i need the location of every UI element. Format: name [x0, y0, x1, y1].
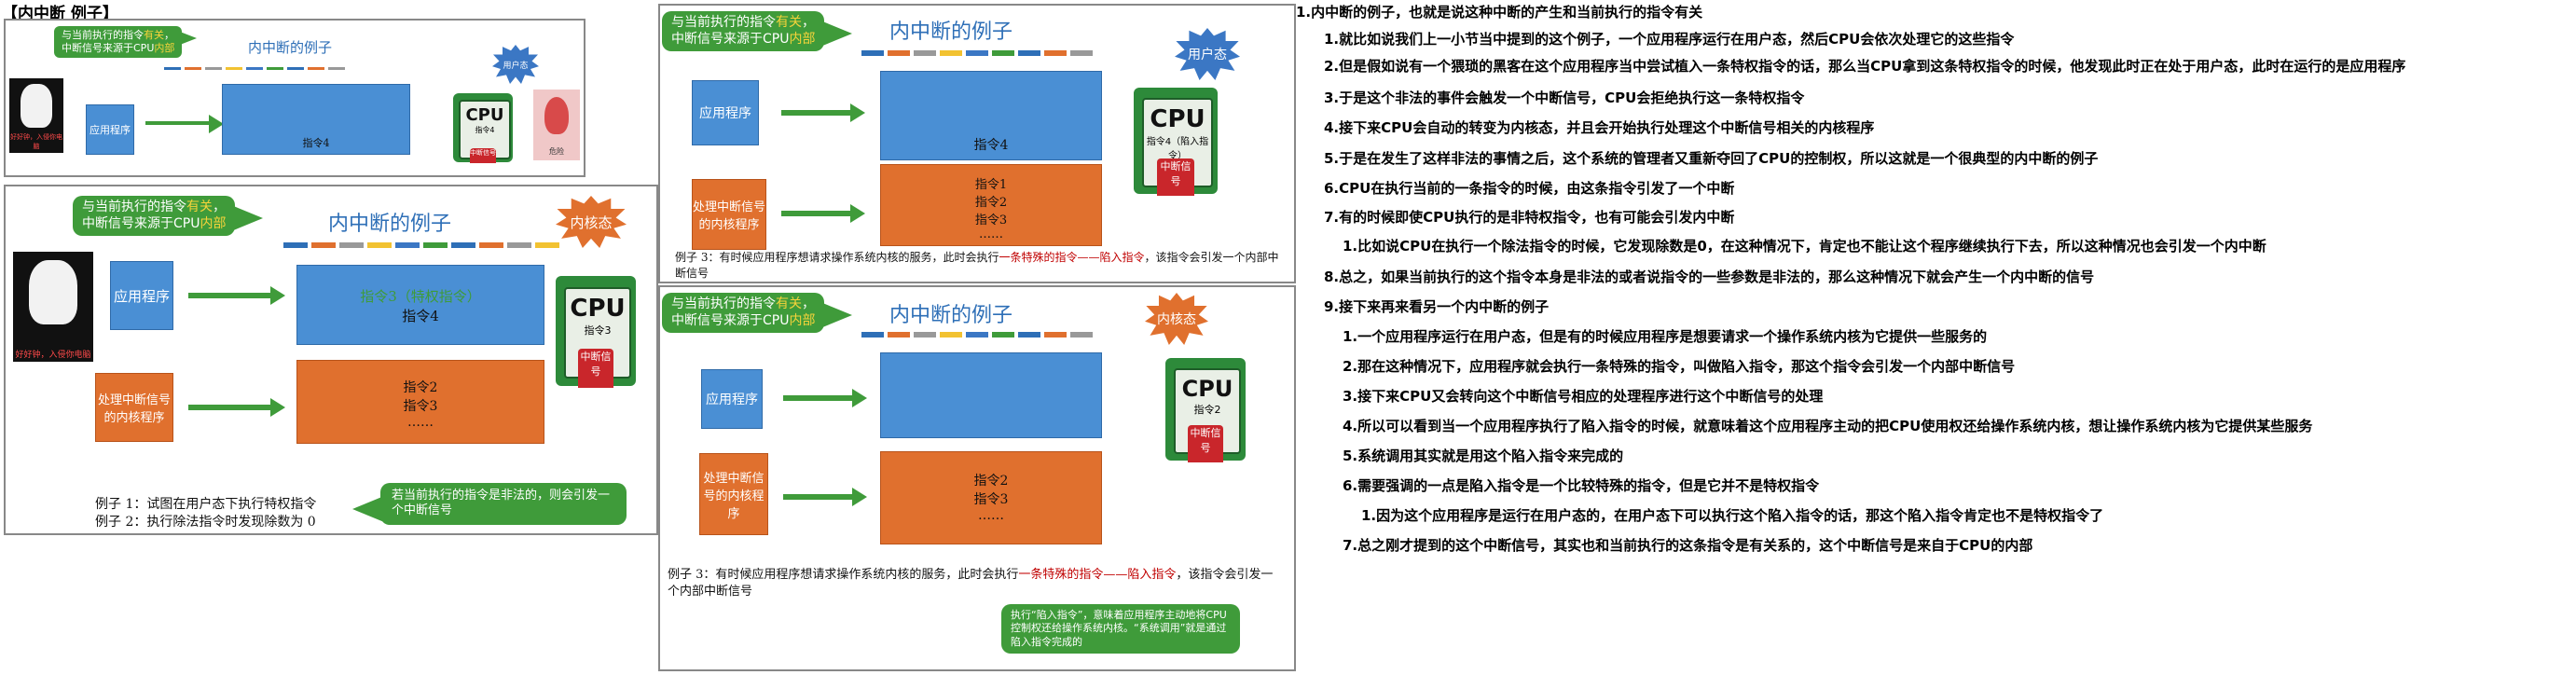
note-line: 1.因为这个应用程序是运行在用户态的，在用户态下可以执行这个陷入指令的话，那这个… [1361, 507, 2104, 524]
monster-image: 危险 [533, 90, 580, 160]
handler-box: 处理中断信号的内核程序 [692, 179, 766, 250]
note-line: 4.所以可以看到当一个应用程序执行了陷入指令的时候，就意味着这个应用程序主动的把… [1343, 418, 2313, 434]
flow-arrow [783, 389, 867, 407]
handler-box: 处理中断信号的内核程序 [95, 373, 173, 442]
mode-burst: 内核态 [556, 196, 627, 248]
app-box: 应用程序 [86, 104, 134, 155]
note-line: 1.内中断的例子，也就是说这种中断的产生和当前执行的指令有关 [1296, 4, 1703, 21]
note-line: 5.系统调用其实就是用这个陷入指令来完成的 [1343, 448, 1624, 464]
note-line: 3.接下来CPU又会转向这个中断信号相应的处理程序进行这个中断信号的处理 [1343, 388, 1824, 405]
info-bubble: 与当前执行的指令有关， 中断信号来源于CPU内部 [662, 11, 853, 51]
cpu-chip: CPU 指令4（陷入指令） 中断信号 [1134, 88, 1218, 197]
instruction-box-kernel: 指令1 指令2 指令3 …… [880, 164, 1102, 246]
instruction-box-user: 指令4 [880, 71, 1102, 160]
note-line: 5.于是在发生了这样非法的事情之后，这个系统的管理者又重新夺回了CPU的控制权，… [1324, 150, 2099, 167]
note-line: 6.CPU在执行当前的一条指令的时候，由这条指令引发了一个中断 [1324, 180, 1735, 197]
note-line: 6.需要强调的一点是陷入指令是一个比较特殊的指令，但是它并不是特权指令 [1343, 477, 1820, 494]
flow-arrow [145, 115, 224, 133]
info-bubble-illegal: 若当前执行的指令是非法的，则会引发一个中断信号 [352, 483, 627, 525]
app-box: 应用程序 [692, 80, 759, 145]
note-line: 2.那在这种情况下，应用程序就会执行一条特殊的指令，叫做陷入指令，那这个指令会引… [1343, 358, 2016, 375]
flow-arrow [188, 286, 285, 305]
note-line: 7.有的时候即使CPU执行的是非特权指令，也有可能会引发内中断 [1324, 209, 1735, 226]
instruction-box-user: 指令3（特权指令） 指令4 [296, 265, 544, 345]
example-text: 例子 3：有时候应用程序想请求操作系统内核的服务，此时会执行一条特殊的指令——陷… [668, 568, 1274, 599]
info-bubble: 与当前执行的指令有关， 中断信号来源于CPU内部 [73, 196, 264, 236]
slide-title: 内中断的例子 [889, 304, 1013, 327]
hacker-avatar: 好好钟，入侵你电脑 [13, 252, 93, 362]
note-line: 8.总之，如果当前执行的这个指令本身是非法的或者说指令的一些参数是非法的，那么这… [1324, 269, 2095, 285]
color-stripe [861, 50, 1093, 56]
cpu-chip: CPU 指令3 中断信号 [556, 276, 636, 389]
note-line: 7.总之刚才提到的这个中断信号，其实也和当前执行的这条指令是有关系的，这个中断信… [1343, 537, 2033, 554]
instruction-box-kernel: 指令2 指令3 …… [296, 360, 544, 444]
slide-title: 内中断的例子 [248, 39, 333, 56]
mode-burst: 用户态 [492, 45, 539, 84]
note-line: 1.一个应用程序运行在用户态，但是有的时候应用程序是想要请求一个操作系统内核为它… [1343, 328, 1988, 345]
flow-arrow [783, 488, 867, 506]
info-bubble: 与当前执行的指令有关， 中断信号来源于CPU内部 [54, 26, 198, 58]
note-line: 1.就比如说我们上一小节当中提到的这个例子，一个应用程序运行在用户态，然后CPU… [1324, 31, 2015, 48]
slide-title: 内中断的例子 [328, 213, 452, 236]
color-stripe [164, 67, 345, 70]
color-stripe [283, 242, 559, 248]
instruction-box-user [880, 352, 1102, 438]
flow-arrow [781, 103, 865, 122]
app-box: 应用程序 [110, 261, 173, 330]
note-line: 9.接下来再来看另一个内中断的例子 [1324, 298, 1550, 315]
slide-panel-4: 与当前执行的指令有关， 中断信号来源于CPU内部 内中断的例子 内核态 应用程序… [658, 285, 1296, 671]
info-bubble-trap: 执行“陷入指令”，意味着应用程序主动地将CPU控制权还给操作系统内核。“系统调用… [1001, 604, 1240, 654]
example-text: 例子 1：试图在用户态下执行特权指令 例子 2：执行除法指令时发现除数为 0 [95, 497, 317, 530]
handler-box: 处理中断信号的内核程序 [699, 453, 768, 535]
cpu-chip: CPU 指令2 中断信号 [1165, 358, 1246, 463]
note-line: 1.比如说CPU在执行一个除法指令的时候，它发现除数是0，在这种情况下，肯定也不… [1343, 238, 2266, 255]
slide-panel-1: 与当前执行的指令有关， 中断信号来源于CPU内部 内中断的例子 好好钟，入侵你电… [4, 19, 585, 177]
cpu-chip: CPU 指令4 中断信号 [453, 93, 513, 164]
note-line: 2.但是假如说有一个猥琐的黑客在这个应用程序当中尝试植入一条特权指令的话，那么当… [1324, 58, 2406, 75]
mode-burst: 用户态 [1175, 28, 1240, 80]
flow-arrow [188, 398, 285, 417]
instruction-box: 指令4 [222, 84, 410, 155]
slide-panel-2: 与当前执行的指令有关， 中断信号来源于CPU内部 内中断的例子 内核态 好好钟，… [4, 185, 658, 535]
note-line: 4.接下来CPU会自动的转变为内核态，并且会开始执行处理这个中断信号相关的内核程… [1324, 119, 1875, 136]
slide-panel-3: 与当前执行的指令有关， 中断信号来源于CPU内部 内中断的例子 用户态 应用程序… [658, 4, 1296, 283]
slide-title: 内中断的例子 [889, 21, 1013, 44]
mode-burst: 内核态 [1145, 293, 1208, 345]
color-stripe [861, 332, 1093, 338]
instruction-box-kernel: 指令2 指令3 …… [880, 451, 1102, 544]
example-text: 例子 3：有时候应用程序想请求操作系统内核的服务，此时会执行一条特殊的指令——陷… [675, 251, 1279, 280]
flow-arrow [781, 204, 865, 223]
note-line: 3.于是这个非法的事件会触发一个中断信号，CPU会拒绝执行这一条特权指令 [1324, 90, 1805, 106]
hacker-avatar: 好好钟，入侵你电脑 [9, 78, 63, 153]
app-box: 应用程序 [701, 369, 763, 429]
info-bubble: 与当前执行的指令有关， 中断信号来源于CPU内部 [662, 293, 853, 333]
